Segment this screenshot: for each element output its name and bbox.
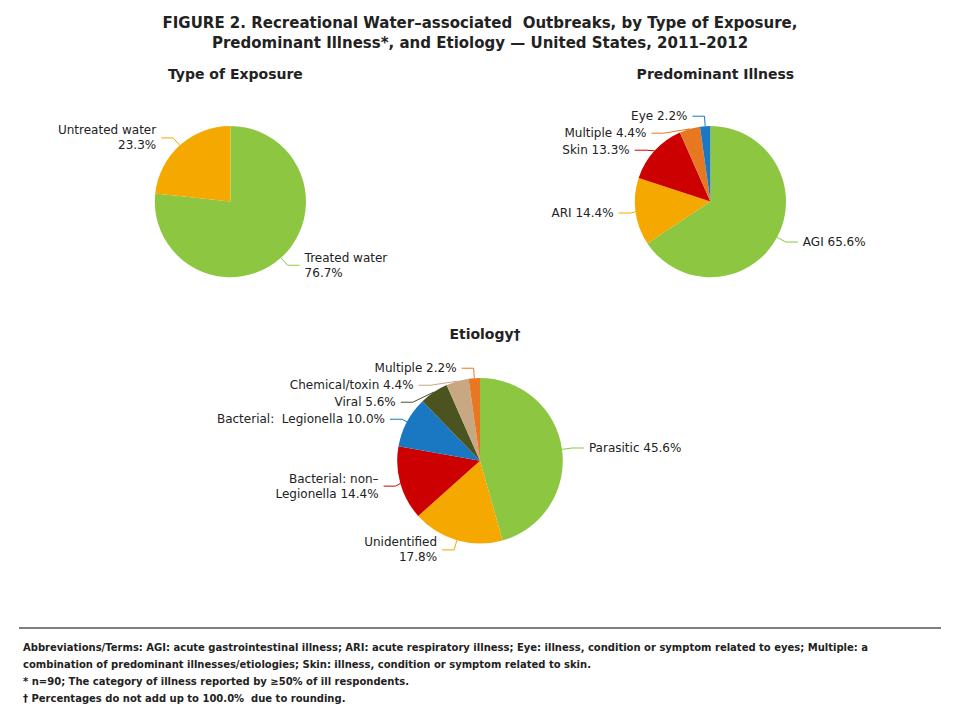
svg-text:Abbreviations/Terms:: Abbreviations/Terms: — [23, 642, 143, 653]
svg-text:23.3%: 23.3% — [118, 138, 156, 152]
svg-text:17.8%: 17.8% — [399, 550, 437, 564]
svg-text:Skin 13.3%: Skin 13.3% — [562, 143, 629, 157]
svg-text:Untreated water: Untreated water — [58, 123, 156, 137]
svg-text:Parasitic 45.6%: Parasitic 45.6% — [589, 441, 682, 455]
svg-text:Eye 2.2%: Eye 2.2% — [631, 109, 687, 123]
svg-text:Bacterial: Legionella 10.0%: Bacterial: Legionella 10.0% — [217, 412, 385, 426]
svg-text:Etiology†: Etiology† — [449, 326, 520, 342]
svg-text:* n=90; The category of illnes: * n=90; The category of illness reported… — [23, 676, 409, 687]
svg-text:Unidentified: Unidentified — [364, 535, 437, 549]
svg-text:ARI 14.4%: ARI 14.4% — [552, 206, 614, 220]
svg-text:Multiple 2.2%: Multiple 2.2% — [375, 361, 457, 375]
svg-text:AGI 65.6%: AGI 65.6% — [803, 235, 866, 249]
svg-text:Type of Exposure: Type of Exposure — [168, 66, 303, 82]
svg-text:Bacterial: non–: Bacterial: non– — [289, 472, 379, 486]
svg-text:Predominant Illness*, and Etio: Predominant Illness*, and Etiology — Uni… — [212, 34, 748, 52]
svg-text:Legionella 14.4%: Legionella 14.4% — [275, 487, 378, 501]
svg-text:AGI: acute gastrointestinal il: AGI: acute gastrointestinal illness; ARI… — [143, 642, 868, 653]
svg-text:† Percentages do not add up to: † Percentages do not add up to 100.0% du… — [23, 693, 345, 704]
svg-text:Predominant Illness: Predominant Illness — [637, 66, 795, 82]
svg-text:Multiple 4.4%: Multiple 4.4% — [564, 126, 646, 140]
svg-text:Treated water: Treated water — [304, 251, 388, 265]
svg-text:76.7%: 76.7% — [305, 266, 343, 280]
svg-text:Viral 5.6%: Viral 5.6% — [335, 395, 396, 409]
svg-text:Chemical/toxin 4.4%: Chemical/toxin 4.4% — [290, 378, 414, 392]
svg-text:FIGURE 2. Recreational Water–a: FIGURE 2. Recreational Water–associated … — [163, 14, 798, 32]
svg-text:combination of predominant ill: combination of predominant illnesses/eti… — [23, 659, 591, 670]
